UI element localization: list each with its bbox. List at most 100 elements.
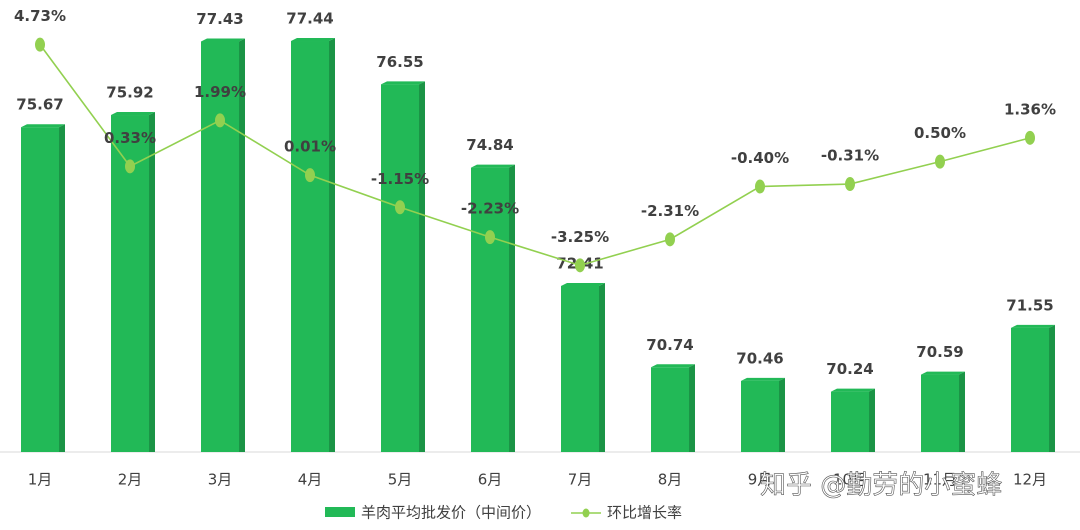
bar-top (471, 164, 515, 168)
bar-top (561, 282, 605, 286)
bar-side (779, 377, 785, 452)
bar (1011, 324, 1055, 452)
bar-top (1011, 324, 1055, 328)
data-label: 70.24 (826, 360, 873, 378)
data-label: 0.01% (284, 138, 336, 156)
data-label: -1.15% (371, 170, 429, 188)
data-label: 1.36% (1004, 100, 1056, 118)
data-label: -2.31% (641, 202, 699, 220)
bar-face (1011, 327, 1049, 452)
point (755, 179, 765, 194)
legend-label: 环比增长率 (607, 504, 682, 522)
legend-label: 羊肉平均批发价（中间价） (361, 504, 541, 522)
x-tick-label: 11月 (923, 471, 957, 489)
bar-top (381, 81, 425, 85)
bar-top (291, 38, 335, 42)
data-label: 1.99% (194, 83, 246, 101)
data-label: 70.46 (736, 349, 783, 367)
bar-top (831, 388, 875, 392)
point (35, 37, 45, 52)
watermark: 知乎 @勤劳的小蜜蜂 (760, 471, 1002, 501)
x-tick-label: 7月 (568, 471, 593, 489)
point (215, 113, 225, 128)
bar-face (651, 367, 689, 452)
bar-face (921, 374, 959, 452)
bar (561, 282, 605, 452)
bar-side (329, 38, 335, 452)
bar (831, 388, 875, 452)
x-tick-label: 5月 (388, 471, 413, 489)
data-label: 0.50% (914, 124, 966, 142)
line (39, 44, 1031, 267)
data-label: 74.84 (466, 136, 513, 154)
x-tick-label: 1月 (28, 471, 53, 489)
bar-face (291, 41, 329, 452)
bar (741, 377, 785, 452)
bar-side (149, 112, 155, 452)
bar-top (111, 112, 155, 116)
bar-side (599, 282, 605, 452)
bar-top (201, 38, 245, 42)
point (305, 168, 315, 183)
bar (21, 124, 65, 452)
bar-face (471, 167, 509, 453)
bar-face (201, 41, 239, 452)
data-label: 70.74 (646, 336, 693, 354)
data-label: -0.40% (731, 149, 789, 167)
x-tick-label: 8月 (658, 471, 683, 489)
bar (111, 112, 155, 452)
bar-face (831, 391, 869, 452)
bar-face (741, 380, 779, 452)
data-label: 0.33% (104, 129, 156, 147)
bar (471, 164, 515, 453)
bar-side (689, 364, 695, 452)
bar-side (419, 81, 425, 452)
bar-side (239, 38, 245, 452)
x-tick-label: 9月 (748, 471, 773, 489)
bar-face (21, 127, 59, 452)
bar-face (381, 84, 419, 452)
data-label: 4.73% (14, 7, 66, 25)
point (485, 230, 495, 245)
bar-side (869, 388, 875, 452)
x-tick-label: 12月 (1013, 471, 1047, 489)
x-tick-label: 6月 (478, 471, 503, 489)
data-label: -2.23% (461, 200, 519, 218)
point (395, 200, 405, 215)
point (665, 232, 675, 247)
bar (921, 371, 965, 452)
data-label: 75.67 (16, 96, 63, 114)
bar-side (59, 124, 65, 452)
bar-side (1049, 324, 1055, 452)
data-label: 75.92 (106, 84, 153, 102)
x-tick-label: 3月 (208, 471, 233, 489)
data-label: 70.59 (916, 343, 963, 361)
point (575, 258, 585, 273)
bar-side (959, 371, 965, 452)
x-tick-label: 10月 (833, 471, 867, 489)
bar-top (741, 377, 785, 381)
bar-top (651, 364, 695, 368)
x-tick-label: 2月 (118, 471, 143, 489)
bar (201, 38, 245, 452)
point (125, 159, 135, 174)
data-label: 77.43 (196, 10, 243, 28)
data-label: -3.25% (551, 228, 609, 246)
data-label: 71.55 (1006, 296, 1053, 314)
point (935, 154, 945, 169)
bar (381, 81, 425, 452)
point (845, 177, 855, 192)
data-label: 77.44 (286, 10, 333, 28)
data-label: -0.31% (821, 147, 879, 165)
bar-side (509, 164, 515, 453)
bar-top (921, 371, 965, 375)
point (1025, 130, 1035, 145)
x-tick-label: 4月 (298, 471, 323, 489)
bar (651, 364, 695, 452)
bar (291, 38, 335, 452)
bar-face (561, 285, 599, 452)
bar-top (21, 124, 65, 128)
legend-swatch (325, 507, 355, 517)
data-label: 76.55 (376, 53, 423, 71)
